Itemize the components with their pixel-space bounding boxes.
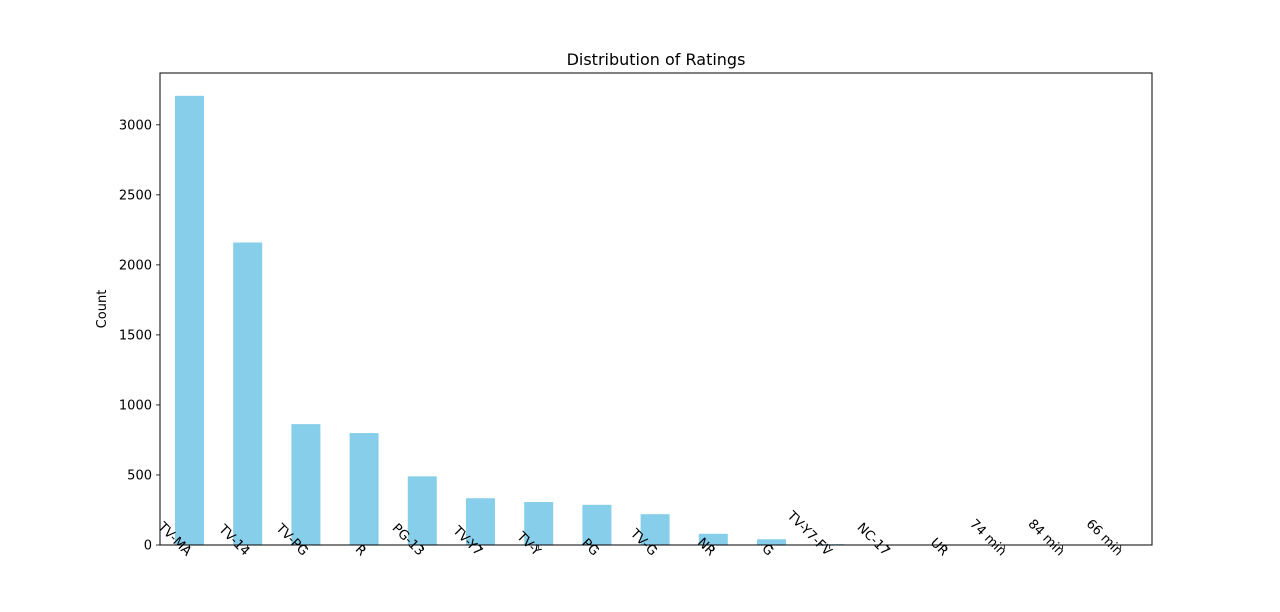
bar-tv-ma [175, 95, 204, 545]
bar-tv-y [524, 502, 554, 545]
bar-tv-pg [291, 424, 321, 545]
chart-title: Distribution of Ratings [567, 50, 746, 69]
y-tick-label: 2000 [119, 258, 152, 273]
y-tick-label: 1500 [119, 328, 152, 343]
bar-tv-14 [233, 242, 263, 546]
bar-tv-g [640, 514, 670, 545]
bar-nr [698, 533, 728, 545]
plot-frame [159, 72, 1153, 546]
bar-g [757, 539, 786, 545]
bar-tv-y7 [466, 498, 495, 545]
y-axis-label: Count [95, 290, 110, 329]
y-tick-label: 1000 [119, 398, 152, 413]
y-axis: 0 500 1000 1500 2000 2500 3000 [119, 118, 160, 554]
y-tick-label: 3000 [119, 118, 152, 133]
y-tick-label: 500 [127, 468, 152, 483]
bars-group [175, 95, 1136, 546]
bar-pg-13 [407, 476, 437, 545]
y-tick-label: 0 [144, 539, 152, 554]
bar-pg [582, 504, 612, 545]
y-tick-label: 2500 [119, 188, 152, 203]
bar-r [349, 433, 379, 545]
